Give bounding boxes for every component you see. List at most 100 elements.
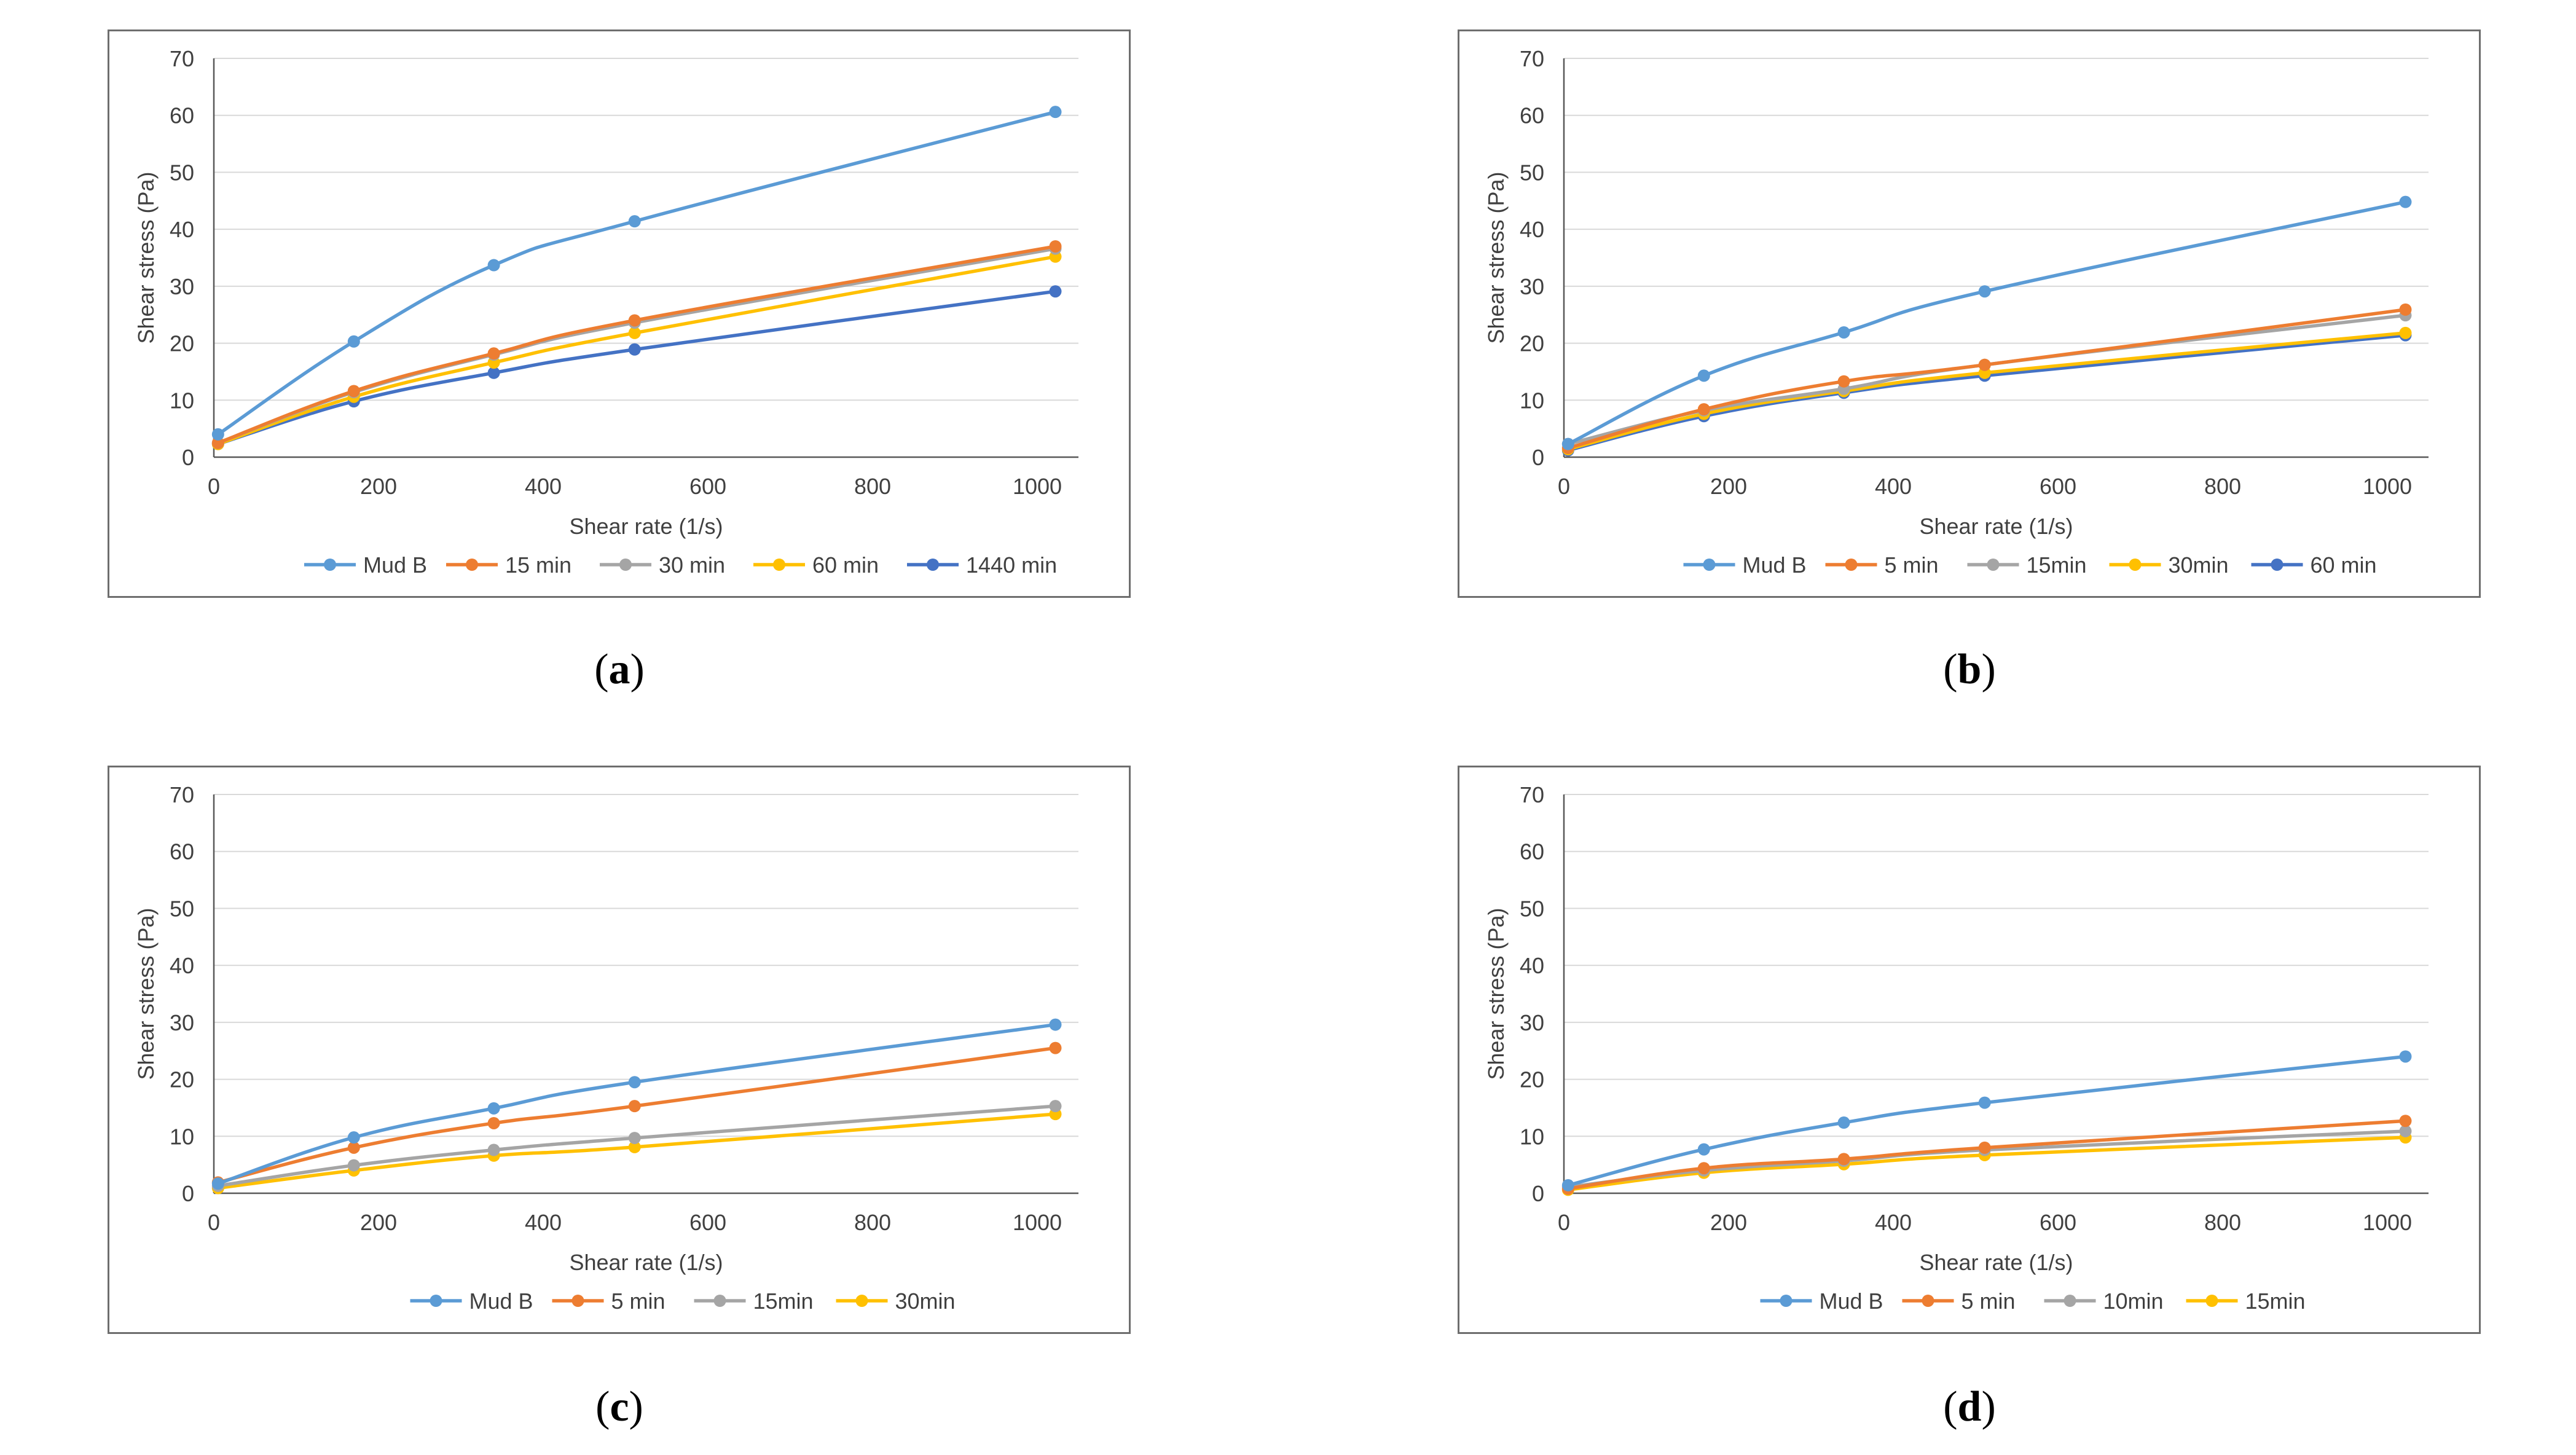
data-point bbox=[1561, 1179, 1574, 1192]
series-line bbox=[1566, 308, 2408, 450]
data-point bbox=[2399, 1124, 2412, 1137]
chart-svg-c: 0 10 20 30 40 50 60 70 0 200 400 600 800 1000 Shear ra… bbox=[133, 782, 1078, 1314]
data-point bbox=[628, 215, 641, 228]
legend-label: Mud B bbox=[469, 1288, 533, 1314]
legend-marker bbox=[619, 559, 632, 571]
data-point bbox=[211, 428, 224, 441]
y-tick-label: 70 bbox=[170, 46, 194, 71]
data-point bbox=[1561, 437, 1574, 450]
y-tick-label: 0 bbox=[1532, 1181, 1544, 1206]
caption-c-letter: c bbox=[610, 1383, 629, 1430]
legend-label: 60 min bbox=[2311, 552, 2377, 578]
y-tick-label: 10 bbox=[170, 388, 194, 413]
data-point bbox=[211, 436, 224, 449]
y-tick-label: 20 bbox=[170, 1067, 194, 1092]
data-point bbox=[487, 366, 500, 379]
caption-a-letter: a bbox=[608, 646, 630, 693]
legend: Mud B 5 min 15min 30min 60 min bbox=[1683, 552, 2377, 578]
y-tick-label: 40 bbox=[170, 217, 194, 242]
chart-panel-b: 0 10 20 30 40 50 60 70 0 200 400 600 800 1000 Shear ra… bbox=[1458, 29, 2481, 598]
legend-label: 15min bbox=[2027, 552, 2087, 578]
data-point bbox=[1049, 1041, 1062, 1054]
data-point bbox=[211, 1177, 224, 1190]
x-tick-label: 0 bbox=[208, 1210, 220, 1235]
y-tick-label: 40 bbox=[170, 953, 194, 978]
data-point bbox=[1978, 1096, 1991, 1109]
legend-label: 5 min bbox=[611, 1288, 666, 1314]
data-point bbox=[1978, 285, 1991, 298]
data-point bbox=[1978, 358, 1991, 371]
legend-marker bbox=[2129, 559, 2142, 571]
y-tick-label: 50 bbox=[170, 160, 194, 185]
x-tick-label: 800 bbox=[854, 1210, 891, 1235]
y-tick-label: 10 bbox=[170, 1124, 194, 1149]
y-tick-label: 0 bbox=[1532, 445, 1544, 470]
series-line bbox=[1566, 331, 2408, 451]
data-point bbox=[347, 335, 360, 348]
caption-c: (c) bbox=[595, 1383, 643, 1430]
legend-marker bbox=[2271, 559, 2283, 571]
series-line bbox=[216, 245, 1058, 445]
y-tick-label: 50 bbox=[170, 896, 194, 921]
legend-label: 30min bbox=[2169, 552, 2229, 578]
x-tick-label: 400 bbox=[1875, 1210, 1912, 1235]
x-tick-label: 1000 bbox=[1013, 1210, 1062, 1235]
legend-label: Mud B bbox=[363, 552, 427, 578]
legend-marker bbox=[927, 559, 939, 571]
chart-panel-c: 0 10 20 30 40 50 60 70 0 200 400 600 800 1000 Shear ra… bbox=[108, 766, 1131, 1334]
legend-label: 15 min bbox=[505, 552, 571, 578]
legend-label: Mud B bbox=[1743, 552, 1807, 578]
data-point bbox=[347, 385, 360, 398]
data-point bbox=[1978, 1141, 1991, 1154]
series-line bbox=[216, 1046, 1058, 1185]
data-point bbox=[2399, 303, 2412, 316]
data-point bbox=[1697, 1143, 1710, 1156]
data-point bbox=[628, 1100, 641, 1113]
data-point bbox=[347, 1131, 360, 1144]
data-point bbox=[628, 343, 641, 356]
series-line bbox=[1566, 1054, 2408, 1187]
data-point bbox=[1837, 326, 1850, 339]
chart-svg-a: 0 10 20 30 40 50 60 70 0 200 400 600 800 1000 Shear ra… bbox=[133, 46, 1078, 578]
y-tick-label: 70 bbox=[170, 782, 194, 807]
chart-panel-d: 0 10 20 30 40 50 60 70 0 200 400 600 800 1000 Shear ra… bbox=[1458, 766, 2481, 1334]
series-line bbox=[1566, 1119, 2408, 1191]
series-line bbox=[216, 1112, 1058, 1190]
x-axis-title: Shear rate (1/s) bbox=[569, 514, 723, 539]
data-point bbox=[628, 326, 641, 339]
x-tick-label: 800 bbox=[2204, 474, 2241, 499]
y-tick-label: 20 bbox=[1520, 1067, 1544, 1092]
legend-label: 5 min bbox=[1961, 1288, 2016, 1314]
series-line bbox=[216, 1104, 1058, 1188]
y-axis-title: Shear stress (Pa) bbox=[133, 908, 159, 1080]
legend-marker bbox=[1922, 1295, 1934, 1307]
y-tick-label: 20 bbox=[170, 331, 194, 356]
legend-marker bbox=[1845, 559, 1858, 571]
x-tick-label: 1000 bbox=[2363, 1210, 2412, 1235]
y-tick-label: 50 bbox=[1520, 160, 1544, 185]
data-point bbox=[347, 1159, 360, 1172]
data-point bbox=[1049, 1100, 1062, 1113]
x-tick-label: 0 bbox=[1558, 474, 1570, 499]
caption-b: (b) bbox=[1943, 646, 1996, 693]
legend-marker bbox=[324, 559, 336, 571]
y-tick-label: 30 bbox=[170, 274, 194, 299]
legend-marker bbox=[855, 1295, 868, 1307]
data-point bbox=[2399, 326, 2412, 339]
legend-marker bbox=[571, 1295, 584, 1307]
y-tick-label: 60 bbox=[170, 839, 194, 865]
legend-marker bbox=[1987, 559, 2000, 571]
legend-marker bbox=[466, 559, 478, 571]
legend-marker bbox=[1703, 559, 1716, 571]
data-point bbox=[487, 1102, 500, 1115]
series-line bbox=[1566, 1135, 2408, 1192]
y-axis-title: Shear stress (Pa) bbox=[133, 171, 159, 343]
data-point bbox=[487, 1116, 500, 1129]
x-tick-label: 400 bbox=[525, 474, 562, 499]
x-tick-label: 1000 bbox=[1013, 474, 1062, 499]
series-line bbox=[1566, 200, 2408, 446]
data-point bbox=[1049, 240, 1062, 253]
data-point bbox=[1837, 1153, 1850, 1166]
data-point bbox=[2399, 195, 2412, 208]
data-point bbox=[628, 1132, 641, 1145]
